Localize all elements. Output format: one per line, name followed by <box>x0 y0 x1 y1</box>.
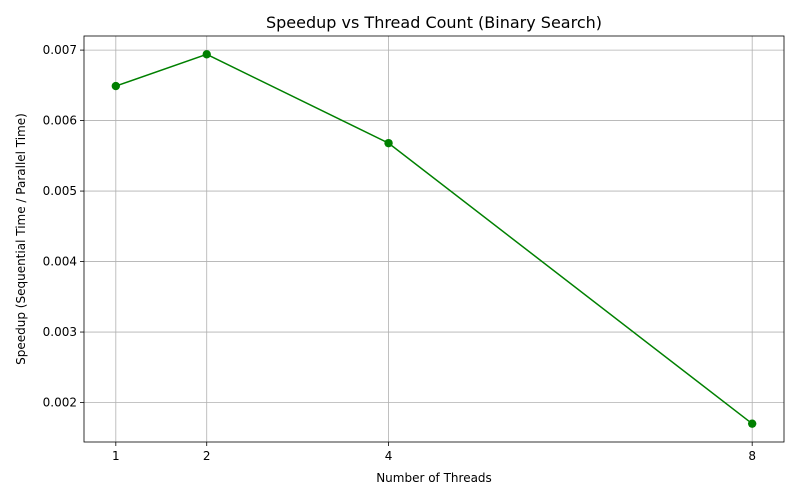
y-tick-label: 0.002 <box>43 396 77 410</box>
grid <box>84 36 784 442</box>
x-tick-label: 1 <box>112 449 120 463</box>
y-tick-label: 0.003 <box>43 325 77 339</box>
series-line <box>115 53 753 425</box>
x-tick-label: 8 <box>748 449 756 463</box>
y-axis-label: Speedup (Sequential Time / Parallel Time… <box>14 113 28 365</box>
data-point <box>384 138 393 148</box>
y-tick-label: 0.006 <box>43 114 77 128</box>
data-point <box>202 50 211 59</box>
data-point <box>747 419 757 428</box>
x-tick-label: 2 <box>203 449 211 463</box>
data-point <box>111 81 121 91</box>
chart-title: Speedup vs Thread Count (Binary Search) <box>266 13 602 32</box>
x-axis-label: Number of Threads <box>376 471 492 485</box>
axis-ticks: 1 2 4 8 0.002 0.003 0.004 0.005 0.006 0.007 <box>43 43 756 463</box>
x-tick-label: 4 <box>385 449 393 463</box>
plot-area-frame <box>83 35 785 443</box>
series <box>111 50 757 428</box>
y-tick-label: 0.007 <box>43 43 77 57</box>
y-tick-label: 0.004 <box>43 255 77 269</box>
y-tick-label: 0.005 <box>43 184 77 198</box>
